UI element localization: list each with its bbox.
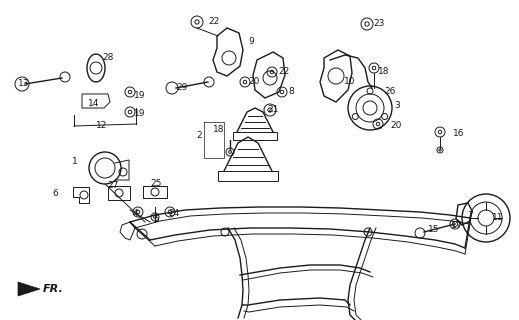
Text: 27: 27 xyxy=(107,180,118,189)
Text: 22: 22 xyxy=(208,18,219,27)
Text: 26: 26 xyxy=(384,87,395,97)
Text: 3: 3 xyxy=(394,100,400,109)
Text: 7: 7 xyxy=(467,212,473,220)
Text: FR.: FR. xyxy=(43,284,64,294)
Text: 12: 12 xyxy=(96,122,107,131)
Text: 9: 9 xyxy=(248,37,254,46)
Text: 14: 14 xyxy=(88,100,99,108)
Text: 29: 29 xyxy=(176,84,187,92)
Text: 5: 5 xyxy=(153,214,159,223)
Text: 15: 15 xyxy=(428,226,440,235)
Text: 16: 16 xyxy=(453,129,465,138)
Text: 18: 18 xyxy=(213,125,225,134)
Text: 19: 19 xyxy=(134,109,145,118)
Text: 6: 6 xyxy=(52,189,58,198)
Text: 4: 4 xyxy=(133,210,139,219)
Text: 24: 24 xyxy=(168,210,179,219)
Text: 2: 2 xyxy=(196,132,201,140)
Text: 19: 19 xyxy=(134,92,145,100)
Text: 10: 10 xyxy=(344,77,356,86)
Text: 11: 11 xyxy=(492,213,503,222)
Text: 8: 8 xyxy=(288,87,294,97)
Text: 23: 23 xyxy=(373,20,385,28)
Text: 18: 18 xyxy=(378,68,389,76)
Text: 20: 20 xyxy=(248,77,260,86)
Polygon shape xyxy=(18,282,40,296)
Text: 1: 1 xyxy=(72,157,78,166)
Text: 25: 25 xyxy=(150,180,161,188)
Text: 17: 17 xyxy=(451,221,462,230)
Text: 22: 22 xyxy=(278,68,289,76)
Text: 21: 21 xyxy=(267,106,278,115)
Text: 13: 13 xyxy=(18,79,30,89)
Text: 20: 20 xyxy=(390,121,401,130)
Text: 28: 28 xyxy=(102,53,113,62)
